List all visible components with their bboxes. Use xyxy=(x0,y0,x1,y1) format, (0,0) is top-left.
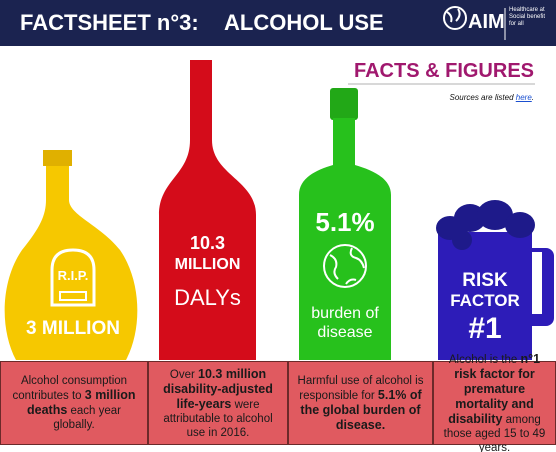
mug-foam xyxy=(436,200,535,250)
caption-segment: each year globally. xyxy=(53,405,121,431)
bottle-cap xyxy=(330,88,358,120)
caption-segment: were attributable to alcohol use in 2016… xyxy=(163,398,273,439)
figure-text: burden of xyxy=(311,305,379,322)
bottle-red xyxy=(159,60,256,360)
caption-segment: 5.1% of the global burden of disease. xyxy=(300,387,422,432)
caption-text: Alcohol consumption contributes to 3 mil… xyxy=(7,374,141,432)
logo-tagline: Healthcare at Social benefit for all xyxy=(509,7,546,27)
figure-text: #1 xyxy=(468,312,502,345)
header-subtitle: ALCOHOL USE xyxy=(224,10,384,35)
logo-globe xyxy=(443,6,467,30)
caption-box: Harmful use of alcohol is responsible fo… xyxy=(288,361,433,445)
caption-segment: among those aged 15 to 49 years. xyxy=(443,413,546,452)
figure-text: DALYs xyxy=(174,285,241,310)
caption-segment: Alcohol is the xyxy=(448,353,521,366)
caption-segment: n°1 risk factor for premature mortality … xyxy=(448,351,541,426)
bottle-green xyxy=(299,118,391,360)
figure-text: MILLION xyxy=(174,256,241,273)
caption-segment: Alcohol consumption contributes to xyxy=(12,375,128,402)
caption-box: Alcohol consumption contributes to 3 mil… xyxy=(0,361,148,445)
caption-segment: Harmful use of alcohol is responsible fo… xyxy=(297,374,424,402)
caption-text: Harmful use of alcohol is responsible fo… xyxy=(295,374,426,433)
caption-segment: 10.3 million disability-adjusted life-ye… xyxy=(163,366,273,411)
header-title: FACTSHEET n°3: xyxy=(20,10,199,35)
sources-text: Sources are listed xyxy=(449,93,516,102)
figure-text: 3 MILLION xyxy=(26,318,120,339)
bottle-yellow xyxy=(4,166,138,360)
caption-box: Alcohol is the n°1 risk factor for prema… xyxy=(433,352,556,452)
sources-text: . xyxy=(531,93,534,102)
mug-body xyxy=(438,232,532,360)
figure-text: 10.3 xyxy=(189,233,226,253)
header-bar xyxy=(0,0,556,46)
figure-text: FACTOR xyxy=(450,291,520,310)
figure-text: 5.1% xyxy=(315,207,375,237)
mug-handle xyxy=(530,248,554,326)
bottle-cap xyxy=(43,150,72,166)
sources-note: Sources are listed here. xyxy=(449,93,534,102)
logo-text: AIM xyxy=(468,11,505,33)
figure-text: RISK xyxy=(462,270,508,291)
figure-text: disease xyxy=(317,324,373,341)
sources-link[interactable]: here xyxy=(515,93,532,102)
caption-box: Over 10.3 million disability-adjusted li… xyxy=(148,361,288,445)
caption-segment: Over xyxy=(169,368,199,381)
section-title: FACTS & FIGURES xyxy=(353,60,534,82)
caption-segment: 3 million deaths xyxy=(27,388,136,417)
tombstone-base xyxy=(59,291,87,301)
caption-text: Alcohol is the n°1 risk factor for prema… xyxy=(440,352,549,452)
figure-text: R.I.P. xyxy=(57,268,89,283)
caption-text: Over 10.3 million disability-adjusted li… xyxy=(155,367,281,440)
globe-icon xyxy=(323,244,367,288)
tombstone xyxy=(50,248,96,307)
